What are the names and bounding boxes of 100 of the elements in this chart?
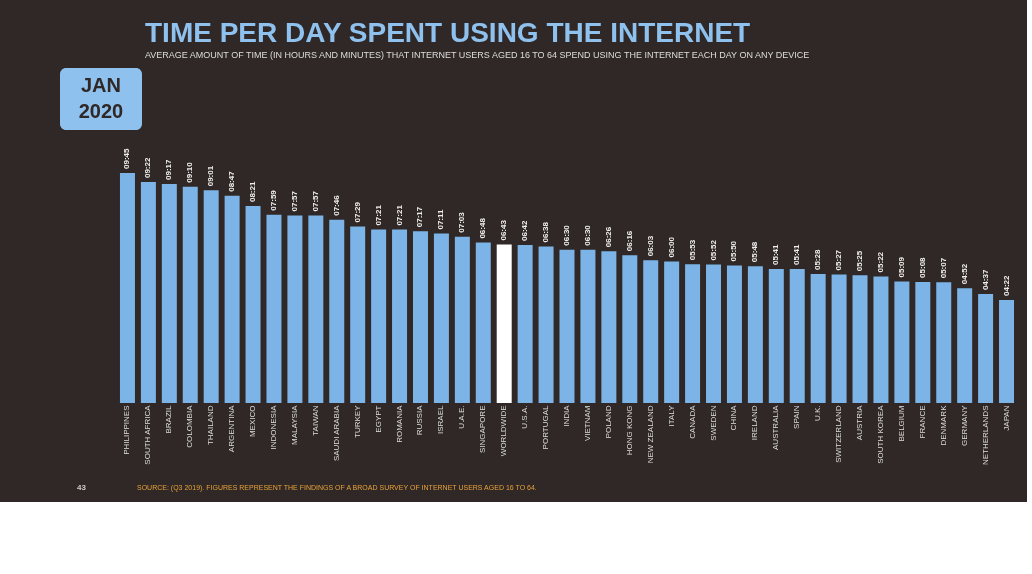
x-tick-label: NETHERLANDS bbox=[980, 405, 990, 466]
text: 43 bbox=[77, 483, 87, 492]
x-tick-label: TAIWAN bbox=[310, 405, 320, 436]
data-label: 07:11 bbox=[436, 208, 446, 230]
bar bbox=[412, 231, 428, 403]
bar bbox=[747, 266, 763, 403]
x-tick-label: AUSTRALIA bbox=[771, 404, 781, 450]
data-label: 07:57 bbox=[289, 190, 299, 212]
data-label: 05:50 bbox=[729, 240, 739, 262]
bar bbox=[161, 184, 177, 403]
bar bbox=[371, 229, 387, 403]
x-tick-label: SOUTH KOREA bbox=[875, 404, 885, 464]
x-tick-label: SPAIN bbox=[792, 405, 802, 429]
x-tick-label: IRELAND bbox=[750, 405, 760, 441]
data-label: 07:17 bbox=[415, 206, 425, 228]
x-tick-label: MEXICO bbox=[248, 405, 258, 438]
data-label: 06:30 bbox=[582, 224, 592, 246]
x-tick-label: ARGENTINA bbox=[227, 404, 237, 453]
x-tick-label: GERMANY bbox=[959, 404, 969, 446]
bar bbox=[308, 215, 324, 403]
data-label: 09:22 bbox=[143, 157, 153, 179]
chart-title: TIME PER DAY SPENT USING THE INTERNET bbox=[145, 17, 751, 48]
bar bbox=[224, 195, 240, 403]
bar bbox=[852, 275, 868, 403]
bar bbox=[392, 229, 408, 403]
data-label: 05:41 bbox=[771, 243, 781, 265]
data-label: 09:45 bbox=[122, 147, 132, 169]
x-tick-label: PHILIPPINES bbox=[122, 405, 132, 455]
x-tick-label: SWITZERLAND bbox=[834, 405, 844, 463]
data-label: 09:17 bbox=[164, 159, 174, 181]
bar bbox=[915, 281, 931, 403]
x-tick-label: U.A.E. bbox=[457, 405, 467, 429]
bar bbox=[538, 246, 554, 403]
x-tick-label: TURKEY bbox=[352, 404, 362, 438]
bar bbox=[182, 186, 198, 403]
data-label: 05:25 bbox=[855, 250, 865, 272]
x-tick-label: DENMARK bbox=[938, 404, 948, 446]
x-tick-label: JAPAN bbox=[1001, 405, 1011, 431]
x-tick-label: VIETNAM bbox=[582, 405, 592, 442]
x-tick-label: ROMANIA bbox=[394, 404, 404, 443]
x-tick-label: WORLDWIDE bbox=[499, 405, 509, 457]
x-tick-label: BRAZIL bbox=[164, 404, 174, 434]
bar bbox=[873, 276, 889, 403]
bar bbox=[580, 249, 596, 403]
x-tick-label: HONG KONG bbox=[624, 405, 634, 456]
data-label: 08:47 bbox=[227, 170, 237, 192]
x-tick-label: ITALY bbox=[666, 404, 676, 427]
data-label: 04:22 bbox=[1001, 274, 1011, 296]
x-tick-label: THAILAND bbox=[206, 405, 216, 446]
x-tick-label: CANADA bbox=[687, 404, 697, 439]
x-tick-label: INDONESIA bbox=[268, 404, 278, 450]
data-label: 09:10 bbox=[185, 161, 195, 183]
bar bbox=[329, 219, 345, 403]
bar bbox=[978, 294, 994, 403]
bar bbox=[203, 190, 219, 403]
x-tick-label: FRANCE bbox=[917, 405, 927, 439]
bar bbox=[287, 215, 303, 403]
data-label: 07:21 bbox=[373, 204, 383, 226]
bar bbox=[894, 281, 910, 403]
x-tick-label: ISRAEL bbox=[436, 404, 446, 434]
data-label: 06:03 bbox=[645, 235, 655, 257]
data-label: 05:22 bbox=[875, 251, 885, 273]
bar bbox=[454, 236, 470, 403]
bar bbox=[957, 288, 973, 403]
x-tick-label: RUSSIA bbox=[415, 404, 425, 436]
x-tick-label: SWEDEN bbox=[708, 405, 718, 441]
data-label: 05:52 bbox=[708, 239, 718, 261]
bar bbox=[119, 173, 135, 403]
data-label: 06:16 bbox=[624, 230, 634, 252]
bar bbox=[664, 261, 680, 403]
data-label: 05:28 bbox=[813, 249, 823, 271]
bar bbox=[245, 206, 261, 403]
bar bbox=[559, 249, 575, 403]
x-tick-label: SOUTH AFRICA bbox=[143, 404, 153, 465]
bar bbox=[496, 244, 512, 403]
text: JAN 2020 bbox=[78, 74, 124, 122]
data-label: 07:29 bbox=[352, 201, 362, 223]
data-label: 05:07 bbox=[938, 257, 948, 279]
bar bbox=[768, 268, 784, 403]
data-label: 06:00 bbox=[666, 236, 676, 258]
data-label: 09:01 bbox=[206, 165, 216, 187]
bar bbox=[350, 226, 366, 403]
x-tick-label: U.S.A. bbox=[520, 405, 530, 429]
x-tick-label: BELGIUM bbox=[896, 405, 906, 442]
bar bbox=[810, 274, 826, 403]
bar bbox=[685, 264, 701, 403]
data-label: 05:08 bbox=[917, 256, 927, 278]
x-tick-label: AUSTRIA bbox=[855, 404, 865, 441]
bar bbox=[789, 268, 805, 403]
data-label: 06:42 bbox=[520, 219, 530, 241]
x-tick-label: NEW ZEALAND bbox=[645, 405, 655, 464]
data-label: 07:03 bbox=[457, 211, 467, 233]
bar bbox=[622, 255, 638, 403]
x-tick-label: U.K. bbox=[813, 405, 823, 422]
chart-subtitle: AVERAGE AMOUNT OF TIME (IN HOURS AND MINUTES) THAT INTERNET USERS AGED 16 TO 64 SPEND USING THE INTERNET EACH DAY ON ANY DEVICE bbox=[145, 50, 810, 60]
bar bbox=[706, 264, 722, 403]
data-label: 06:38 bbox=[541, 221, 551, 243]
data-label: 05:27 bbox=[834, 249, 844, 271]
bar bbox=[726, 265, 742, 403]
data-label: 06:43 bbox=[499, 219, 509, 241]
